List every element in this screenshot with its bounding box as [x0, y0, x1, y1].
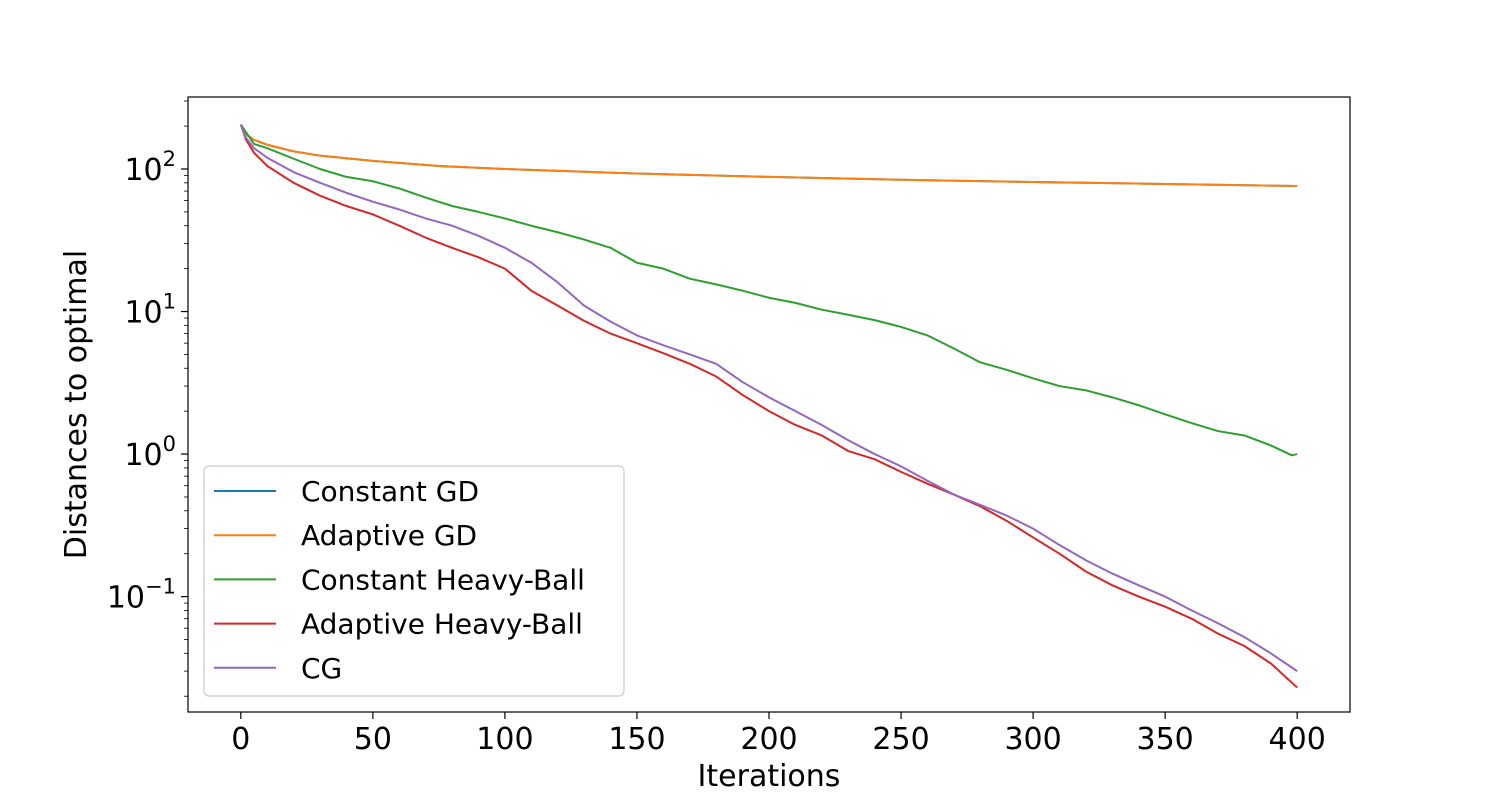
series-line-3 — [239, 124, 1298, 457]
legend-label: Adaptive GD — [301, 519, 477, 552]
series-line-5 — [239, 124, 1298, 672]
y-tick-label: 10−1 — [107, 575, 176, 616]
x-axis-ticks: 0 50 100 150 200 250 300 350 400 — [231, 712, 1326, 757]
x-tick-label: 50 — [354, 722, 392, 757]
series-line-4 — [239, 124, 1298, 689]
x-tick-label: 0 — [231, 722, 250, 757]
y-tick-label: 102 — [124, 147, 176, 188]
x-axis-label: Iterations — [698, 759, 841, 794]
x-tick-label: 100 — [476, 722, 533, 757]
legend-label: Constant GD — [301, 475, 479, 508]
y-tick-label: 100 — [124, 432, 176, 473]
legend-label: CG — [301, 652, 342, 685]
series-line-2 — [239, 124, 1298, 187]
series-lines — [239, 124, 1298, 689]
y-tick-label: 101 — [124, 290, 176, 331]
y-axis-ticks: 102 101 100 10−1 — [107, 100, 188, 697]
x-tick-label: 200 — [740, 722, 797, 757]
legend-box — [203, 465, 625, 697]
x-tick-label: 350 — [1137, 722, 1194, 757]
x-tick-label: 150 — [608, 722, 665, 757]
x-tick-label: 400 — [1269, 722, 1326, 757]
legend: Constant GD Adaptive GD Constant Heavy-Bal… — [203, 465, 625, 697]
x-tick-label: 250 — [872, 722, 929, 757]
x-tick-label: 300 — [1004, 722, 1061, 757]
legend-label: Constant Heavy-Ball — [301, 563, 585, 596]
legend-label: Adaptive Heavy-Ball — [301, 608, 583, 641]
y-axis-label: Distances to optimal — [59, 250, 94, 559]
